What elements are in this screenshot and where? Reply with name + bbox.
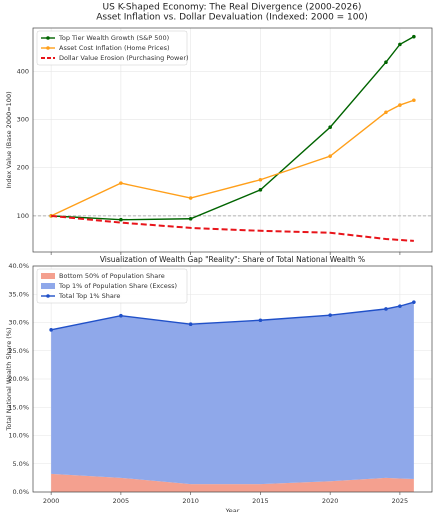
point [412,34,416,39]
area-series [51,473,414,492]
y-axis-label: Index Value (Base 2000=100) [5,91,13,188]
plot-frame [32,265,433,493]
point [328,125,332,130]
y-tick-label: 25.0% [8,347,29,355]
legend: Bottom 50% of Population Share Top 1% of … [36,268,188,304]
point [258,188,263,192]
x-tick-label: 2020 [322,497,339,505]
x-axis-label: Year [225,507,240,512]
x-tick-label: 2000 [43,497,60,505]
y-tick-label: 40.0% [8,262,29,270]
y-tick-label: 15.0% [8,403,29,411]
legend-marker [46,36,50,40]
point [258,318,263,323]
y-axis-label: Total National Wealth Share (%) [5,327,13,431]
legend-label: Bottom 50% of Population Share [59,272,165,280]
x-tick-label: 2025 [392,497,409,505]
line-series [50,99,415,217]
point [328,154,332,158]
legend: Top Tier Wealth Growth (S&P 500) Asset Co… [36,30,189,66]
figure-subtitle: Asset Inflation vs. Dollar Devaluation (… [96,13,368,23]
point [258,177,263,182]
legend-swatch [41,283,55,289]
x-tick-label: 2005 [113,497,130,505]
point [119,181,123,185]
panel-title: Visualization of Wealth Gap "Reality": S… [100,255,365,264]
legend-label: Asset Cost Inflation (Home Prices) [59,44,170,52]
legend-marker [46,294,50,298]
legend-box [36,268,188,304]
point [49,328,53,332]
point [412,300,416,304]
y-tick-label: 30.0% [8,319,29,327]
point [412,98,416,103]
line-series [51,36,415,221]
point [384,110,388,115]
legend-box [36,30,188,66]
point [188,196,193,200]
legend-label: Total Top 1% Share [58,292,120,300]
y-tick-label: 20.0% [8,375,29,383]
point [398,304,402,308]
point [119,313,123,318]
plot-frame [32,27,433,253]
y-tick-label: 400 [17,67,29,75]
area-series [51,302,414,485]
line-series [51,214,414,242]
y-tick-label: 300 [17,116,29,124]
y-tick-label: 0.0% [12,488,29,496]
y-tick-label: 35.0% [8,290,29,298]
figure-title: US K-Shaped Economy: The Real Divergence… [103,3,362,13]
point [398,103,402,107]
point [188,322,193,326]
point [188,216,193,221]
y-tick-label: 5.0% [12,460,29,468]
point [328,313,332,317]
legend-label: Top 1% of Population Share (Excess) [58,282,177,290]
legend-swatch [41,273,55,279]
y-tick-label: 10.0% [8,432,29,440]
legend-marker [46,46,50,50]
point [119,217,123,222]
x-tick-label: 2015 [252,497,269,505]
point [398,42,402,47]
y-tick-label: 200 [17,164,29,172]
point [384,60,388,65]
legend-label: Top Tier Wealth Growth (S&P 500) [58,34,169,42]
line-series [50,301,415,331]
x-tick-label: 2010 [182,497,199,505]
y-tick-label: 100 [17,212,29,220]
point [384,307,388,311]
legend-label: Dollar Value Erosion (Purchasing Power) [59,54,189,62]
